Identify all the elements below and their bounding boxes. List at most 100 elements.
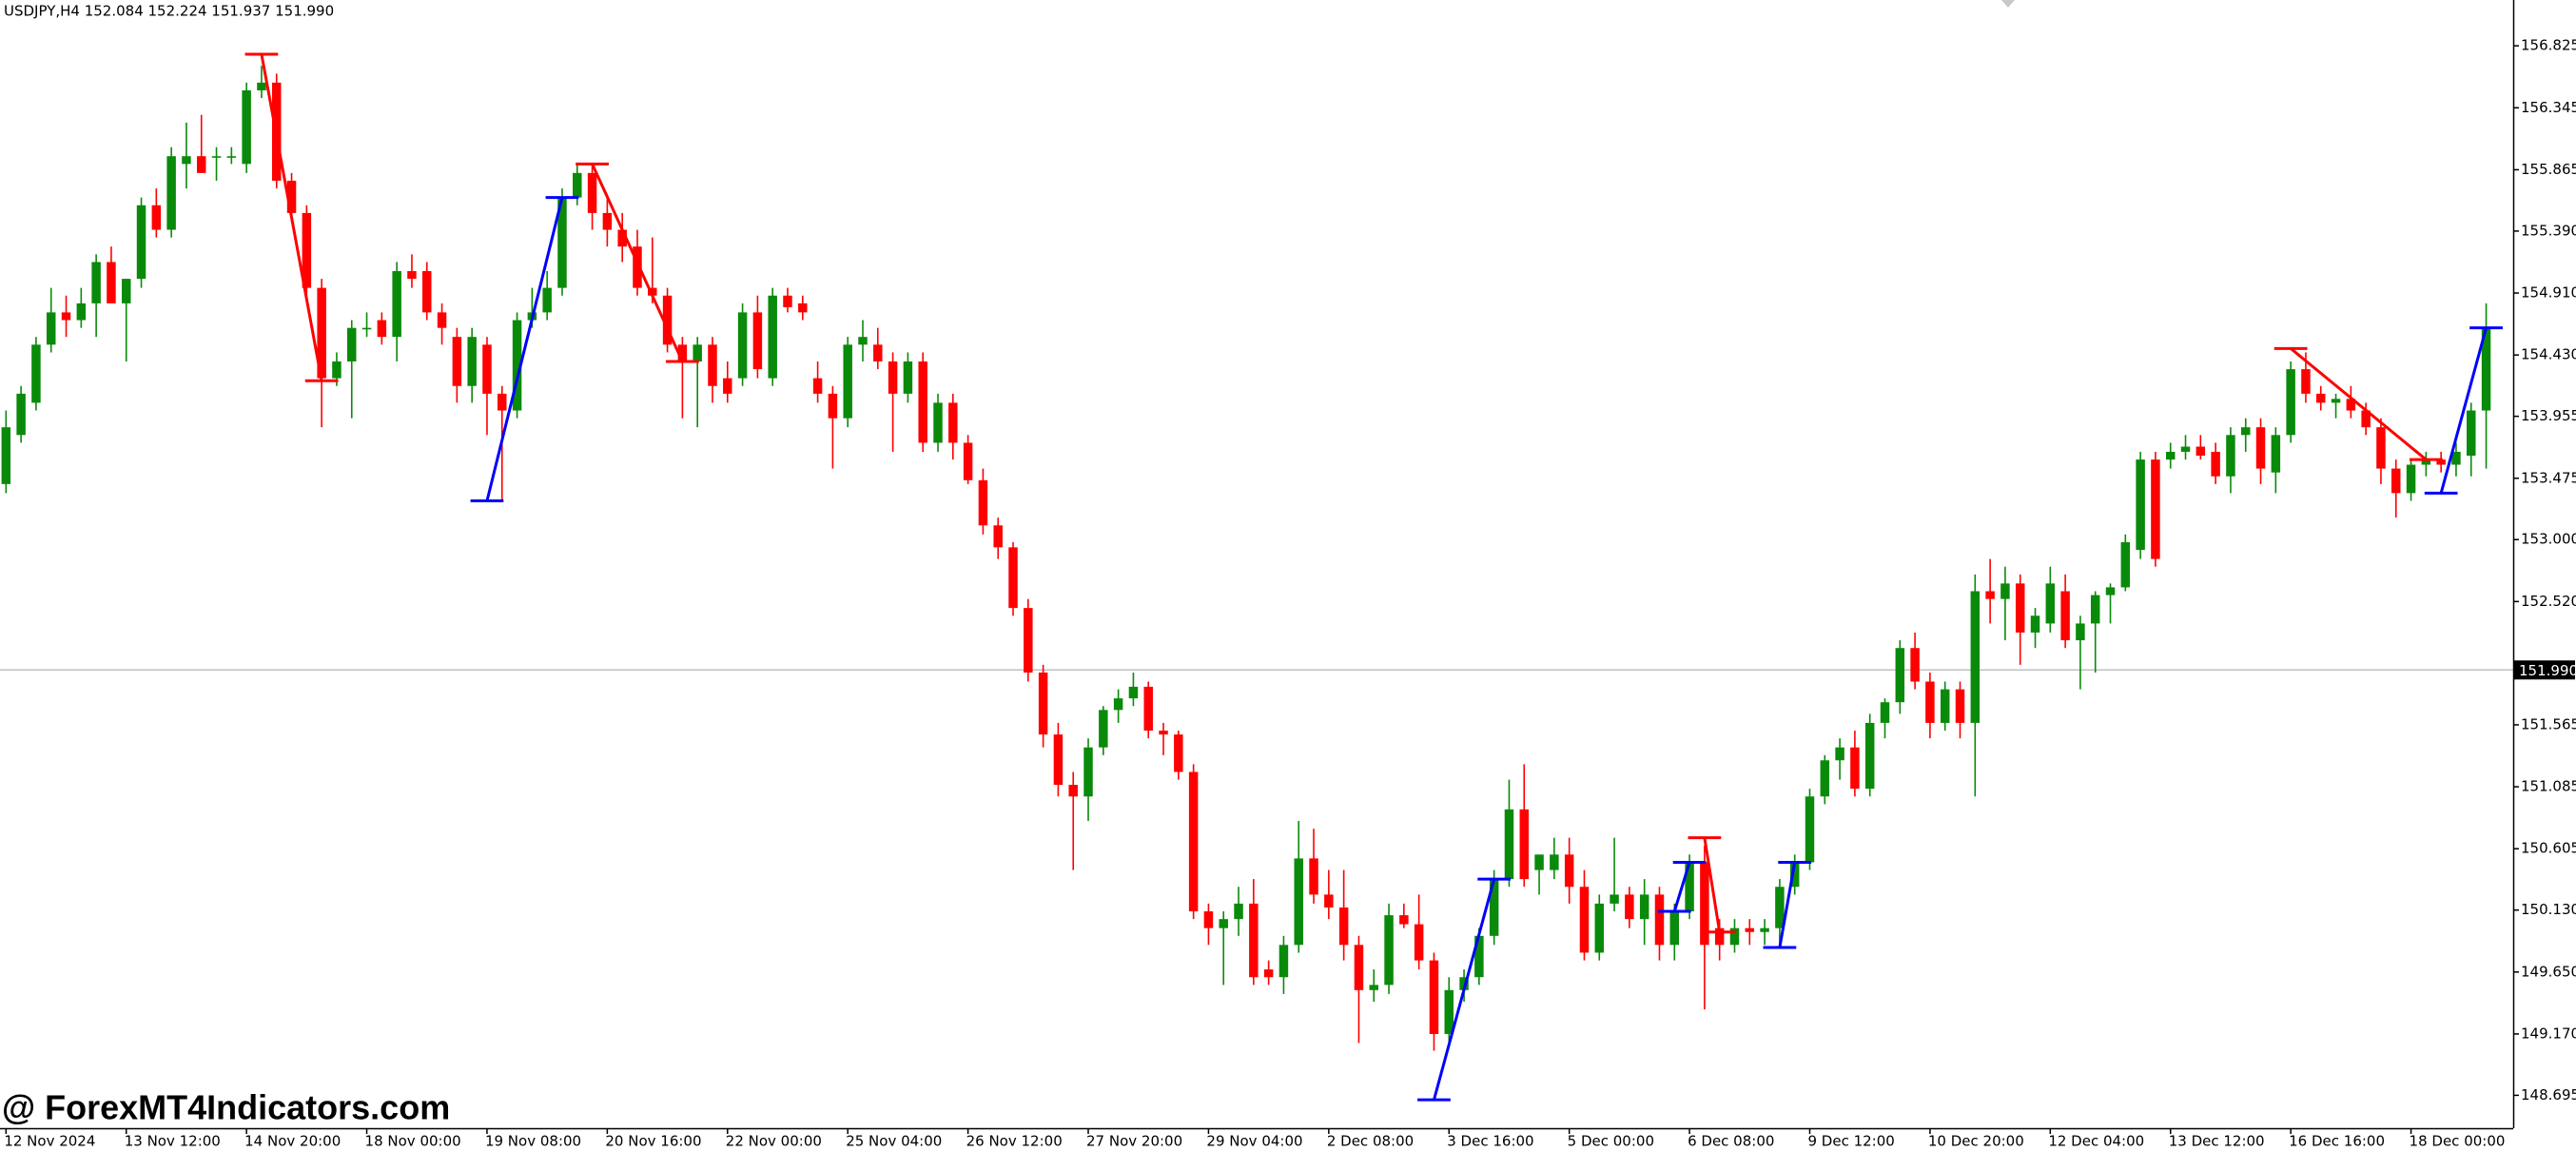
candle-body <box>2406 464 2416 494</box>
candle-body <box>452 337 462 386</box>
candle-body <box>1 427 11 484</box>
y-tick-label: 151.085 <box>2521 778 2576 795</box>
candle-body <box>1910 648 1920 682</box>
candle-body <box>286 180 297 213</box>
candle-body <box>602 212 613 230</box>
candle-body <box>1895 648 1905 703</box>
candle-body <box>1459 977 1469 990</box>
candle-body <box>587 172 597 213</box>
price-label: 151.990 <box>2519 662 2576 679</box>
candle-body <box>46 312 56 345</box>
candle-body <box>843 344 852 419</box>
candle-body <box>1925 681 1935 723</box>
candle-body <box>573 172 582 198</box>
zigzag-segment <box>1672 862 1691 912</box>
candle-body <box>1760 927 1769 932</box>
candle-body <box>1729 927 1740 946</box>
candle-body <box>873 344 883 361</box>
candle-body <box>963 442 973 480</box>
y-tick-label: 155.865 <box>2521 161 2576 178</box>
x-tick-label: 13 Nov 12:00 <box>125 1133 221 1150</box>
x-tick-label: 6 Dec 08:00 <box>1688 1133 1774 1150</box>
x-tick-label: 12 Nov 2024 <box>4 1133 95 1150</box>
zigzag-segment <box>1703 837 1722 932</box>
candle-body <box>2286 369 2295 436</box>
candle-body <box>2316 393 2326 403</box>
candle-body <box>257 82 266 90</box>
candle-body <box>1399 915 1409 925</box>
candle-body <box>1519 809 1530 880</box>
candle-body <box>2060 591 2070 641</box>
candle-body <box>2136 459 2145 551</box>
candle-body <box>1550 854 1559 870</box>
candle-body <box>1324 894 1334 908</box>
candle-body <box>1234 903 1243 920</box>
chart-title: USDJPY,H4 152.084 152.224 151.937 151.99… <box>4 3 334 20</box>
candle-body <box>1263 969 1274 978</box>
candle-body <box>347 327 357 361</box>
zigzag-segment <box>1778 862 1797 948</box>
candle-body <box>1143 686 1153 732</box>
candle-body <box>2301 369 2311 394</box>
x-tick-label: 27 Nov 20:00 <box>1086 1133 1182 1150</box>
candle-body <box>1203 911 1214 928</box>
x-tick-label: 19 Nov 08:00 <box>485 1133 581 1150</box>
candle-body <box>768 295 777 379</box>
candle-body <box>708 344 717 386</box>
y-tick-label: 150.605 <box>2521 840 2576 857</box>
candle-body <box>1489 879 1499 936</box>
candle-body <box>1474 935 1484 978</box>
candle-body <box>1024 608 1033 673</box>
candle-body <box>2436 459 2446 465</box>
candle-body <box>1775 887 1785 928</box>
candle-body <box>752 312 763 370</box>
candle-body <box>1429 960 1439 1034</box>
candle-body <box>1564 854 1574 888</box>
y-tick-label: 152.520 <box>2521 593 2576 610</box>
candle-body <box>226 156 237 158</box>
scroll-marker <box>2001 0 2015 8</box>
candle-body <box>121 279 131 303</box>
candle-body <box>1820 760 1830 797</box>
candle-body <box>677 344 688 361</box>
candle-body <box>1940 689 1950 723</box>
y-tick-label: 154.910 <box>2521 284 2576 302</box>
candle-body <box>512 320 522 411</box>
zigzag-segment <box>260 53 323 381</box>
y-tick-label: 148.695 <box>2521 1086 2576 1103</box>
candle-body <box>1700 862 1709 946</box>
y-tick-label: 150.130 <box>2521 901 2576 918</box>
candle-body <box>2346 399 2356 411</box>
candle-body <box>1053 734 1064 786</box>
price-label-box <box>2514 660 2575 680</box>
candle-body <box>948 402 958 443</box>
candle-body <box>2255 427 2266 469</box>
candle-body <box>422 270 432 313</box>
candle-body <box>1805 796 1815 863</box>
candle-body <box>542 287 552 313</box>
candle-body <box>377 320 387 338</box>
x-tick-label: 5 Dec 00:00 <box>1568 1133 1654 1150</box>
y-tick-label: 155.390 <box>2521 222 2576 239</box>
candle-body <box>1008 547 1018 609</box>
candle-body <box>2331 399 2341 403</box>
candle-body <box>392 270 401 338</box>
candle-body <box>1083 747 1093 797</box>
candle-body <box>332 361 342 379</box>
candle-body <box>1219 919 1228 928</box>
candle-body <box>648 287 657 296</box>
candle-body <box>2271 435 2281 473</box>
candle-body <box>1579 887 1590 953</box>
candle-body <box>196 156 206 173</box>
candle-body <box>783 295 792 307</box>
candle-body <box>1384 915 1394 986</box>
x-tick-label: 29 Nov 04:00 <box>1206 1133 1302 1150</box>
candle-body <box>1970 591 1981 723</box>
candle-body <box>2391 468 2401 494</box>
candle-body <box>812 378 823 394</box>
candle-body <box>1864 722 1875 790</box>
zigzag-segment <box>591 163 684 362</box>
candle-body <box>302 212 312 288</box>
